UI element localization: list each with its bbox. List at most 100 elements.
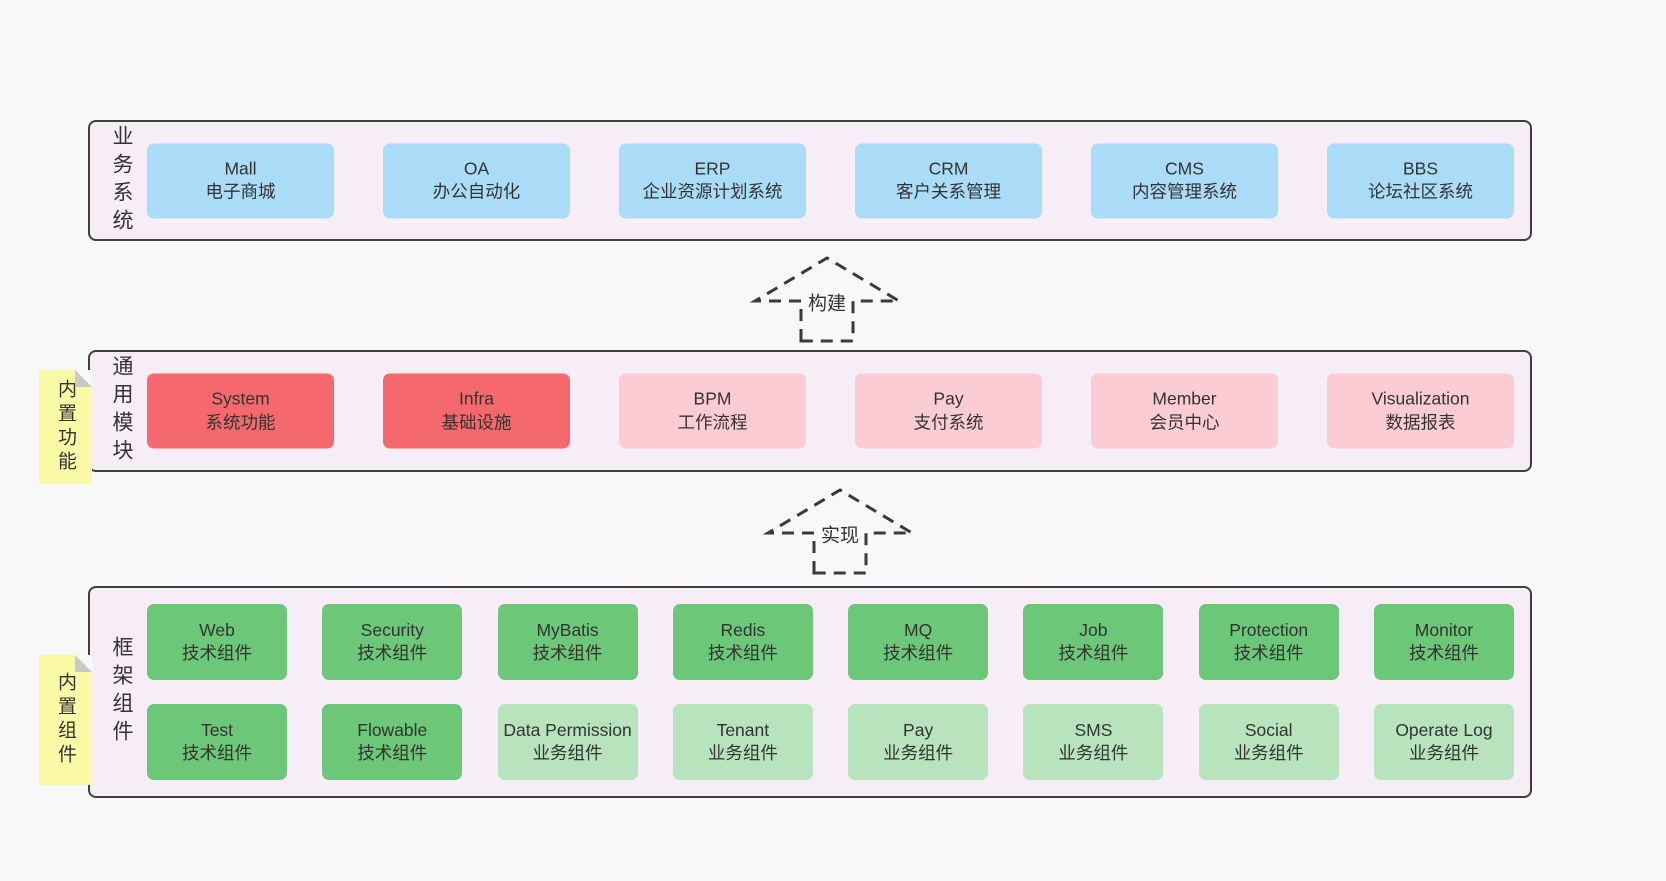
box-title-zh: 技术组件 bbox=[532, 643, 603, 663]
module-box-member: Member 会员中心 bbox=[1091, 373, 1278, 449]
component-box-mq: MQ 技术组件 bbox=[848, 604, 989, 680]
component-box-test: Test 技术组件 bbox=[147, 704, 287, 780]
box-title-en: BBS bbox=[1402, 158, 1439, 179]
sticky-note-builtin-components: 内置组件 bbox=[39, 655, 92, 785]
business-box-row: Mall 电子商城 OA 办公自动化 ERP 企业资源计划系统 CRM 客户关系… bbox=[147, 143, 1514, 218]
component-box-row-2: Test 技术组件 Flowable 技术组件 Data Permission … bbox=[147, 704, 1514, 780]
box-title-en: Visualization bbox=[1371, 388, 1470, 409]
box-title-en: MQ bbox=[904, 619, 933, 640]
box-title-zh: 工作流程 bbox=[677, 412, 748, 432]
box-title-en: CRM bbox=[928, 158, 969, 179]
up-arrow-icon bbox=[749, 256, 905, 343]
build-arrow: 构建 bbox=[747, 255, 907, 343]
box-title-en: Infra bbox=[458, 388, 495, 409]
business-box-cms: CMS 内容管理系统 bbox=[1091, 143, 1278, 218]
box-title-en: Pay bbox=[903, 719, 934, 740]
box-title-zh: 技术组件 bbox=[357, 643, 428, 663]
box-title-zh: 企业资源计划系统 bbox=[642, 181, 783, 202]
box-title-zh: 业务组件 bbox=[707, 743, 778, 763]
layer-label-modules: 通用模块 bbox=[110, 355, 133, 467]
box-title-zh: 内容管理系统 bbox=[1132, 181, 1237, 202]
box-title-zh: 客户关系管理 bbox=[896, 181, 1001, 202]
build-arrow-label: 构建 bbox=[804, 287, 850, 317]
box-title-en: Monitor bbox=[1414, 619, 1474, 640]
sticky-note-text: 内置功能 bbox=[55, 379, 76, 475]
box-title-en: SMS bbox=[1074, 719, 1113, 740]
box-title-en: Web bbox=[199, 619, 235, 640]
layer-framework-components: 框架组件 Web 技术组件 Security 技术组件 MyBatis 技术组件… bbox=[88, 586, 1532, 798]
box-title-zh: 数据报表 bbox=[1385, 412, 1456, 432]
box-title-en: CMS bbox=[1165, 158, 1204, 179]
component-box-data-permission: Data Permission 业务组件 bbox=[497, 704, 638, 780]
box-title-zh: 技术组件 bbox=[182, 743, 252, 763]
module-box-visualization: Visualization 数据报表 bbox=[1327, 373, 1514, 449]
box-title-zh: 技术组件 bbox=[182, 643, 252, 663]
box-title-zh: 论坛社区系统 bbox=[1368, 181, 1473, 202]
box-title-en: MyBatis bbox=[536, 619, 599, 640]
box-title-en: Member bbox=[1152, 388, 1217, 409]
box-title-en: Data Permission bbox=[503, 719, 632, 740]
box-title-zh: 技术组件 bbox=[1058, 643, 1129, 663]
business-box-mall: Mall 电子商城 bbox=[147, 143, 334, 218]
component-box-redis: Redis 技术组件 bbox=[672, 604, 813, 680]
component-box-monitor: Monitor 技术组件 bbox=[1373, 604, 1514, 680]
box-title-zh: 业务组件 bbox=[1233, 743, 1304, 763]
component-box-mybatis: MyBatis 技术组件 bbox=[497, 604, 638, 680]
module-box-infra: Infra 基础设施 bbox=[383, 373, 570, 449]
box-title-zh: 基础设施 bbox=[441, 412, 512, 432]
implement-arrow: 实现 bbox=[760, 487, 920, 575]
box-title-zh: 技术组件 bbox=[1408, 643, 1479, 663]
box-title-zh: 业务组件 bbox=[1408, 743, 1479, 763]
box-title-en: Job bbox=[1079, 619, 1108, 640]
component-box-protection: Protection 技术组件 bbox=[1198, 604, 1339, 680]
business-box-crm: CRM 客户关系管理 bbox=[855, 143, 1042, 218]
box-title-zh: 会员中心 bbox=[1149, 412, 1220, 432]
box-title-en: Operate Log bbox=[1395, 719, 1493, 740]
box-title-zh: 业务组件 bbox=[883, 743, 954, 763]
module-box-row: System 系统功能 Infra 基础设施 BPM 工作流程 Pay 支付系统… bbox=[147, 373, 1514, 449]
box-title-en: Pay bbox=[933, 388, 964, 409]
module-box-pay: Pay 支付系统 bbox=[855, 373, 1042, 449]
box-title-en: Test bbox=[200, 719, 234, 740]
sticky-note-text: 内置组件 bbox=[55, 672, 76, 768]
box-title-en: Tenant bbox=[716, 719, 770, 740]
box-title-zh: 系统功能 bbox=[205, 412, 276, 432]
component-box-security: Security 技术组件 bbox=[322, 604, 463, 680]
implement-arrow-label: 实现 bbox=[817, 519, 863, 549]
box-title-en: Flowable bbox=[357, 719, 428, 740]
box-title-en: ERP bbox=[694, 158, 731, 179]
layer-business-systems: 业务系统 Mall 电子商城 OA 办公自动化 ERP 企业资源计划系统 CRM… bbox=[88, 120, 1532, 241]
module-box-bpm: BPM 工作流程 bbox=[619, 373, 806, 449]
box-title-en: Mall bbox=[224, 158, 257, 179]
box-title-en: OA bbox=[463, 158, 490, 179]
box-title-zh: 电子商城 bbox=[205, 181, 276, 202]
component-box-job: Job 技术组件 bbox=[1023, 604, 1164, 680]
box-title-zh: 支付系统 bbox=[913, 412, 984, 432]
box-title-zh: 技术组件 bbox=[707, 643, 778, 663]
component-box-web: Web 技术组件 bbox=[147, 604, 287, 680]
box-title-en: Protection bbox=[1229, 619, 1309, 640]
box-title-en: Social bbox=[1244, 719, 1293, 740]
component-box-pay: Pay 业务组件 bbox=[848, 704, 989, 780]
box-title-en: System bbox=[211, 388, 270, 409]
component-box-operate-log: Operate Log 业务组件 bbox=[1373, 704, 1514, 780]
box-title-zh: 技术组件 bbox=[357, 743, 428, 763]
module-box-system: System 系统功能 bbox=[147, 373, 334, 449]
business-box-oa: OA 办公自动化 bbox=[383, 143, 570, 218]
component-box-row-1: Web 技术组件 Security 技术组件 MyBatis 技术组件 Redi… bbox=[147, 604, 1514, 680]
component-box-sms: SMS 业务组件 bbox=[1023, 704, 1164, 780]
layer-label-components: 框架组件 bbox=[110, 636, 133, 748]
box-title-en: Redis bbox=[720, 619, 766, 640]
layer-label-business: 业务系统 bbox=[110, 124, 133, 237]
component-box-tenant: Tenant 业务组件 bbox=[672, 704, 813, 780]
box-title-zh: 业务组件 bbox=[1058, 743, 1129, 763]
component-box-flowable: Flowable 技术组件 bbox=[322, 704, 463, 780]
component-box-social: Social 业务组件 bbox=[1198, 704, 1339, 780]
box-title-en: Security bbox=[360, 619, 424, 640]
sticky-note-builtin-features: 内置功能 bbox=[39, 370, 92, 484]
box-title-zh: 业务组件 bbox=[532, 743, 603, 763]
layer-common-modules: 通用模块 System 系统功能 Infra 基础设施 BPM 工作流程 Pay… bbox=[88, 350, 1532, 472]
business-box-bbs: BBS 论坛社区系统 bbox=[1327, 143, 1514, 218]
up-arrow-icon bbox=[762, 488, 918, 575]
box-title-en: BPM bbox=[693, 388, 732, 409]
